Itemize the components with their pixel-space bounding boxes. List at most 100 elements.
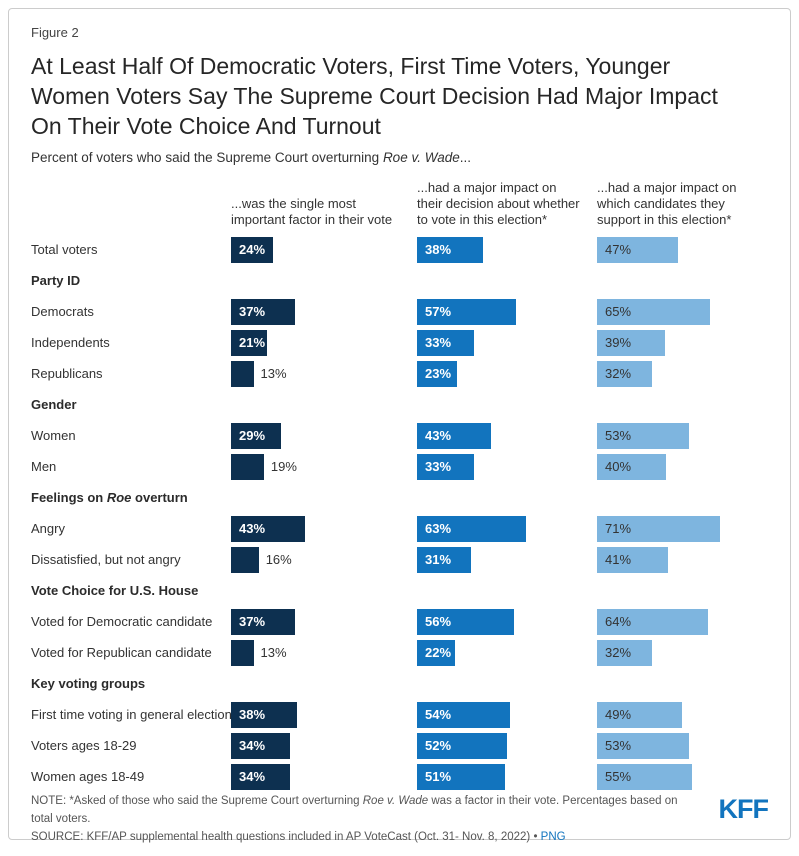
bar-value-label: 55% xyxy=(605,769,632,784)
bar: 43% xyxy=(417,422,492,449)
row-label: Women xyxy=(31,428,76,443)
bar-cell-col-2: 31% xyxy=(417,546,597,573)
data-row: Women ages 18-49 34% 51% 55% xyxy=(31,761,768,792)
row-label: Angry xyxy=(31,521,65,536)
bar-value-label: 34% xyxy=(239,769,266,784)
figure-footer: NOTE: *Asked of those who said the Supre… xyxy=(31,792,769,846)
chart-subtitle: Percent of voters who said the Supreme C… xyxy=(31,149,768,166)
bar: 53% xyxy=(597,732,689,759)
bar-cell-col-1: 38% xyxy=(231,701,417,728)
row-label: Men xyxy=(31,459,57,474)
bar-cell-col-2: 38% xyxy=(417,236,597,263)
section-row: Vote Choice for U.S. House xyxy=(31,575,768,606)
bar-cell-col-1: 13% xyxy=(231,360,417,387)
bar-value-label: 32% xyxy=(605,366,632,381)
bar: 71% xyxy=(597,515,720,542)
row-label: Voted for Democratic candidate xyxy=(31,614,213,629)
section-header: Party ID xyxy=(31,273,81,288)
bar-cell-col-2: 63% xyxy=(417,515,597,542)
subtitle-text: Percent of voters who said the Supreme C… xyxy=(31,150,383,165)
bar-cell-col-3: 32% xyxy=(597,639,768,666)
chart-title: At Least Half Of Democratic Voters, Firs… xyxy=(31,53,718,139)
row-label: Dissatisfied, but not angry xyxy=(31,552,181,567)
data-row: Voted for Democratic candidate 37% 56% 64% xyxy=(31,606,768,637)
bar-value-label: 33% xyxy=(425,459,452,474)
data-row: Democrats 37% 57% 65% xyxy=(31,296,768,327)
row-label: Independents xyxy=(31,335,110,350)
bar-value-label: 43% xyxy=(425,428,452,443)
bar-cell-col-3: 64% xyxy=(597,608,768,635)
bar-cell-col-1: 21% xyxy=(231,329,417,356)
bar: 57% xyxy=(417,298,516,325)
bar-value-label: 37% xyxy=(239,304,266,319)
bar-cell-col-2: 57% xyxy=(417,298,597,325)
source-line: SOURCE: KFF/AP supplemental health quest… xyxy=(31,828,701,846)
figure-label: Figure 2 xyxy=(31,25,79,40)
bar: 64% xyxy=(597,608,708,635)
bar-value-label: 47% xyxy=(605,242,632,257)
row-label: Voted for Republican candidate xyxy=(31,645,212,660)
bar-cell-col-2: 33% xyxy=(417,329,597,356)
bar: 41% xyxy=(597,546,668,573)
row-label: Democrats xyxy=(31,304,94,319)
bar-cell-col-1: 37% xyxy=(231,608,417,635)
data-row: First time voting in general election 38%… xyxy=(31,699,768,730)
bar: 55% xyxy=(597,763,693,790)
bar-value-label: 43% xyxy=(239,521,266,536)
column-header-row: ...was the single most important factor … xyxy=(31,180,768,228)
bar: 32% xyxy=(597,639,653,666)
bar xyxy=(231,453,264,480)
bar xyxy=(231,639,254,666)
footer-notes: NOTE: *Asked of those who said the Supre… xyxy=(31,792,701,846)
data-row: Republicans 13% 23% 32% xyxy=(31,358,768,389)
bar-cell-col-1: 29% xyxy=(231,422,417,449)
bar-cell-col-3: 39% xyxy=(597,329,768,356)
bar-value-label: 19% xyxy=(270,459,297,474)
note-line: NOTE: *Asked of those who said the Supre… xyxy=(31,792,701,828)
bar: 53% xyxy=(597,422,689,449)
bar: 31% xyxy=(417,546,471,573)
bar: 56% xyxy=(417,608,514,635)
bar-cell-col-3: 32% xyxy=(597,360,768,387)
bar: 43% xyxy=(231,515,306,542)
bar-cell-col-3: 55% xyxy=(597,763,768,790)
bar-cell-col-1: 19% xyxy=(231,453,417,480)
bar: 39% xyxy=(597,329,665,356)
bar: 37% xyxy=(231,298,295,325)
bar-cell-col-3: 53% xyxy=(597,422,768,449)
note-suffix-text: was a factor in their vote. Percentages … xyxy=(31,795,678,825)
bar-cell-col-1: 13% xyxy=(231,639,417,666)
bar-cell-col-2: 22% xyxy=(417,639,597,666)
bar-value-label: 13% xyxy=(260,366,287,381)
bar-value-label: 53% xyxy=(605,428,632,443)
bar-value-label: 71% xyxy=(605,521,632,536)
kff-logo: KFF xyxy=(718,794,769,824)
bar-value-label: 16% xyxy=(265,552,292,567)
section-header: Feelings on Roe overturn xyxy=(31,490,188,505)
bar: 33% xyxy=(417,329,475,356)
row-label: Women ages 18-49 xyxy=(31,769,145,784)
bar-cell-col-3: 65% xyxy=(597,298,768,325)
data-row: Voters ages 18-29 34% 52% 53% xyxy=(31,730,768,761)
bar-value-label: 22% xyxy=(425,645,452,660)
bar: 52% xyxy=(417,732,507,759)
bar-cell-col-3: 41% xyxy=(597,546,768,573)
bar-chart: ...was the single most important factor … xyxy=(31,180,768,792)
bar-value-label: 38% xyxy=(425,242,452,257)
source-separator: • xyxy=(533,831,538,843)
bar: 38% xyxy=(417,236,483,263)
bar-value-label: 53% xyxy=(605,738,632,753)
bar-value-label: 49% xyxy=(605,707,632,722)
bar-cell-col-2: 23% xyxy=(417,360,597,387)
section-header: Key voting groups xyxy=(31,676,146,691)
bar-value-label: 34% xyxy=(239,738,266,753)
bar-value-label: 63% xyxy=(425,521,452,536)
row-label: Total voters xyxy=(31,242,98,257)
figure-card: Figure 2 At Least Half Of Democratic Vot… xyxy=(8,8,791,843)
bar-value-label: 33% xyxy=(425,335,452,350)
bar-value-label: 38% xyxy=(239,707,266,722)
bar: 49% xyxy=(597,701,682,728)
bar-cell-col-3: 40% xyxy=(597,453,768,480)
bar: 23% xyxy=(417,360,457,387)
png-download-link[interactable]: PNG xyxy=(540,831,566,843)
